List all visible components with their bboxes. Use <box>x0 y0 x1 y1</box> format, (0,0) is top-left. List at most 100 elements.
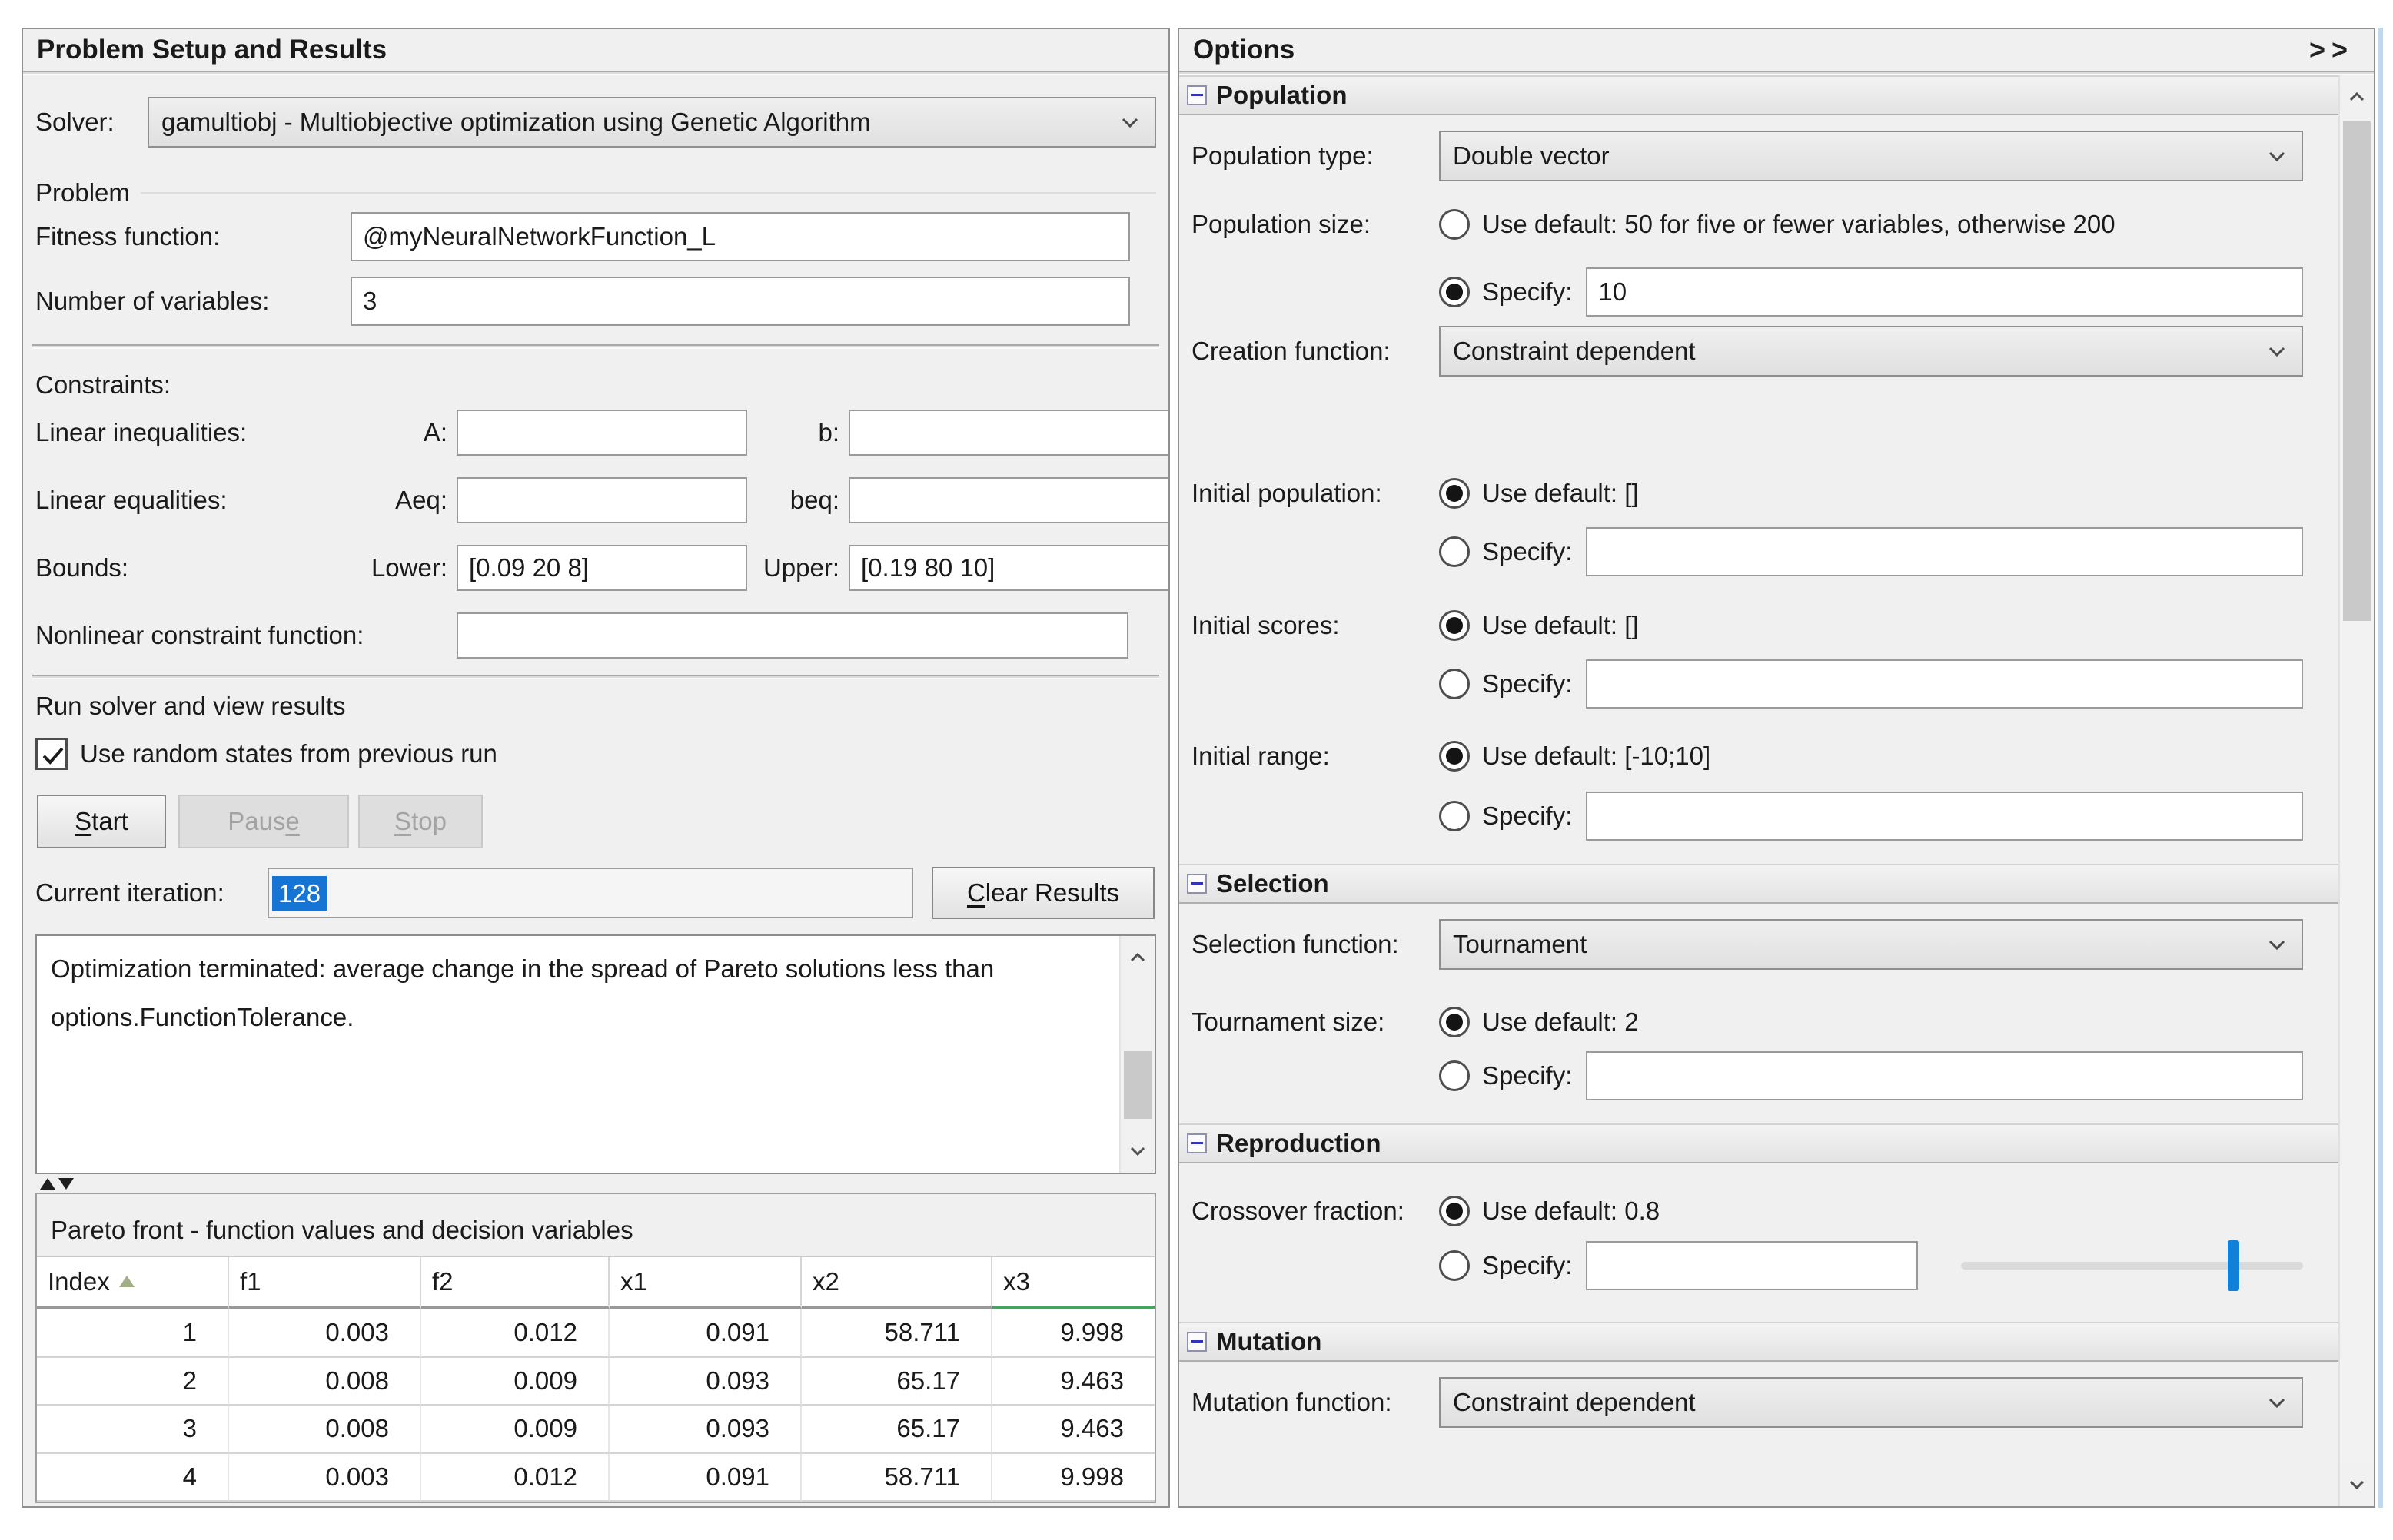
initial-population-label: Initial population: <box>1192 479 1382 507</box>
section-header-population[interactable]: Population <box>1179 75 2374 115</box>
column-header-label: x3 <box>1003 1266 1030 1296</box>
crossover-default-radio[interactable] <box>1439 1196 1470 1226</box>
chevron-up-icon <box>2349 91 2365 101</box>
population-size-input[interactable] <box>1586 267 2303 317</box>
initial-scores-default-radio[interactable] <box>1439 610 1470 641</box>
tournament-size-input[interactable] <box>1586 1051 2303 1100</box>
scroll-down-button[interactable] <box>1121 1130 1155 1173</box>
options-panel: Options >> Population Population type: D… <box>1178 28 2375 1508</box>
lower-bound-input[interactable] <box>457 545 747 591</box>
random-states-row: Use random states from previous run <box>35 738 1156 770</box>
random-states-checkbox[interactable] <box>35 738 68 770</box>
creation-function-select[interactable]: Constraint dependent <box>1439 326 2303 377</box>
specify-label[interactable]: Specify: <box>1482 802 1573 830</box>
initial-range-specify-radio[interactable] <box>1439 801 1470 831</box>
initial-population-default-radio[interactable] <box>1439 478 1470 509</box>
scroll-down-button[interactable] <box>2340 1463 2374 1506</box>
num-variables-input[interactable] <box>351 277 1130 326</box>
initial-range-default-label[interactable]: Use default: [-10;10] <box>1482 742 1711 770</box>
population-size-default-radio[interactable] <box>1439 209 1470 240</box>
sort-ascending-icon <box>118 1276 135 1287</box>
a-input[interactable] <box>457 410 747 456</box>
aeq-input[interactable] <box>457 477 747 523</box>
solver-select[interactable]: gamultiobj - Multiobjective optimization… <box>148 97 1156 148</box>
problem-panel-titlebar: Problem Setup and Results <box>23 29 1168 71</box>
column-header-f2[interactable]: f2 <box>421 1257 610 1309</box>
specify-label[interactable]: Specify: <box>1482 537 1573 566</box>
tournament-size-default-radio[interactable] <box>1439 1007 1470 1037</box>
expand-panel-button[interactable]: >> <box>2308 34 2354 65</box>
pause-button[interactable]: Paus e <box>178 795 349 848</box>
crossover-specify-radio[interactable] <box>1439 1250 1470 1281</box>
section-header-selection[interactable]: Selection <box>1179 864 2374 904</box>
initial-scores-input[interactable] <box>1586 659 2303 709</box>
selection-function-select[interactable]: Tournament <box>1439 919 2303 970</box>
crossover-default-label[interactable]: Use default: 0.8 <box>1482 1196 1660 1225</box>
fitness-function-input[interactable] <box>351 212 1130 261</box>
collapse-icon[interactable] <box>1187 874 1207 894</box>
initial-range-input[interactable] <box>1586 792 2303 841</box>
group-rule <box>140 192 1156 194</box>
population-type-select[interactable]: Double vector <box>1439 131 2303 181</box>
table-row[interactable]: 1 0.003 0.012 0.091 58.711 9.998 <box>37 1309 1155 1358</box>
initial-population-default-label[interactable]: Use default: [] <box>1482 479 1639 507</box>
initial-population-input[interactable] <box>1586 527 2303 576</box>
initial-range-default-radio[interactable] <box>1439 741 1470 772</box>
column-header-index[interactable]: Index <box>37 1257 229 1309</box>
pareto-front-title: Pareto front - function values and decis… <box>51 1216 633 1244</box>
specify-label[interactable]: Specify: <box>1482 277 1573 306</box>
initial-scores-specify-radio[interactable] <box>1439 669 1470 699</box>
scroll-up-button[interactable] <box>1121 936 1155 979</box>
options-scrollbar[interactable] <box>2338 75 2374 1506</box>
section-header-mutation[interactable]: Mutation <box>1179 1322 2374 1362</box>
scrollbar-thumb[interactable] <box>2343 121 2371 621</box>
solver-selected-value: gamultiobj - Multiobjective optimization… <box>161 108 871 136</box>
mutation-function-select[interactable]: Constraint dependent <box>1439 1377 2303 1428</box>
collapse-icon[interactable] <box>1187 1332 1207 1352</box>
status-scrollbar[interactable] <box>1119 936 1155 1173</box>
specify-label[interactable]: Specify: <box>1482 1251 1573 1279</box>
specify-label[interactable]: Specify: <box>1482 1061 1573 1090</box>
a-label: A: <box>423 418 447 446</box>
column-header-x1[interactable]: x1 <box>610 1257 802 1309</box>
column-header-f1[interactable]: f1 <box>229 1257 421 1309</box>
population-size-specify-radio[interactable] <box>1439 277 1470 307</box>
table-row[interactable]: 4 0.003 0.012 0.091 58.711 9.998 <box>37 1453 1155 1502</box>
collapse-icon[interactable] <box>1187 1133 1207 1153</box>
current-iteration-label: Current iteration: <box>35 878 224 907</box>
check-icon <box>42 747 64 765</box>
initial-population-specify-radio[interactable] <box>1439 536 1470 567</box>
initial-range-default-row: Initial range: Use default: [-10;10] <box>1179 739 2337 773</box>
table-row[interactable]: 2 0.008 0.009 0.093 65.17 9.463 <box>37 1357 1155 1406</box>
slider-thumb[interactable] <box>2228 1240 2240 1291</box>
chevron-down-icon <box>2265 339 2289 363</box>
crossover-slider[interactable] <box>1961 1240 2303 1291</box>
nonlinear-constraint-input[interactable] <box>457 612 1128 659</box>
crossover-fraction-input[interactable] <box>1586 1241 1919 1290</box>
selection-function-label: Selection function: <box>1192 930 1399 958</box>
tournament-size-specify-radio[interactable] <box>1439 1060 1470 1091</box>
slider-track[interactable] <box>1961 1262 2303 1270</box>
random-states-label[interactable]: Use random states from previous run <box>80 739 497 768</box>
collapse-icon[interactable] <box>1187 85 1207 105</box>
splitter-handle[interactable] <box>35 1174 1156 1193</box>
section-header-reproduction[interactable]: Reproduction <box>1179 1123 2374 1163</box>
tournament-size-label: Tournament size: <box>1192 1007 1385 1036</box>
cell-f1: 0.003 <box>229 1309 421 1358</box>
current-iteration-field[interactable]: 128 <box>268 868 913 918</box>
table-row[interactable]: 3 0.008 0.009 0.093 65.17 9.463 <box>37 1406 1155 1454</box>
initial-scores-default-label[interactable]: Use default: [] <box>1482 611 1639 639</box>
column-header-x2[interactable]: x2 <box>802 1257 992 1309</box>
column-header-x3[interactable]: x3 <box>992 1257 1155 1309</box>
scrollbar-thumb[interactable] <box>1124 1051 1152 1119</box>
specify-label[interactable]: Specify: <box>1482 669 1573 698</box>
upper-bound-input[interactable] <box>849 545 1168 591</box>
population-size-default-label[interactable]: Use default: 50 for five or fewer variab… <box>1482 210 2115 238</box>
beq-input[interactable] <box>849 477 1168 523</box>
scroll-up-button[interactable] <box>2340 75 2374 118</box>
tournament-size-default-label[interactable]: Use default: 2 <box>1482 1007 1639 1036</box>
b-input[interactable] <box>849 410 1168 456</box>
